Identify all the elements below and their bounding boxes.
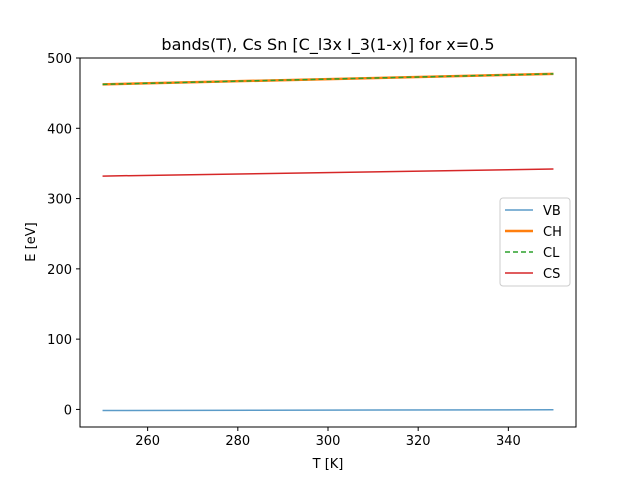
x-tick-label: 260 <box>135 434 160 449</box>
legend: VB CH CL CS <box>499 197 571 287</box>
series-layer <box>102 72 554 412</box>
x-tick-label: 300 <box>316 434 341 449</box>
y-tick-label: 100 <box>47 333 72 348</box>
chart-title: bands(T), Cs Sn [C_l3x I_3(1-x)] for x=0… <box>161 35 494 55</box>
y-tick-label: 300 <box>47 193 72 208</box>
series-line-vb <box>102 409 554 412</box>
legend-label-cs: CS <box>543 267 560 282</box>
x-tick-label: 280 <box>225 434 250 449</box>
y-tick-label: 500 <box>47 52 72 67</box>
y-tick-label: 200 <box>47 263 72 278</box>
legend-label-vb: VB <box>543 204 561 219</box>
x-axis-label: T [K] <box>312 457 344 472</box>
series-line-cs <box>102 168 554 177</box>
x-axis: 260 280 300 320 340 <box>135 427 521 449</box>
legend-label-ch: CH <box>543 225 562 240</box>
y-axis: 0 100 200 300 400 500 <box>47 52 80 418</box>
y-axis-label: E [eV] <box>24 222 39 261</box>
legend-label-cl: CL <box>543 246 560 261</box>
series-line-cl <box>102 73 554 86</box>
legend-box <box>499 197 571 287</box>
y-tick-label: 0 <box>64 403 72 418</box>
x-tick-label: 340 <box>496 434 521 449</box>
x-tick-label: 320 <box>406 434 431 449</box>
y-tick-label: 400 <box>47 122 72 137</box>
